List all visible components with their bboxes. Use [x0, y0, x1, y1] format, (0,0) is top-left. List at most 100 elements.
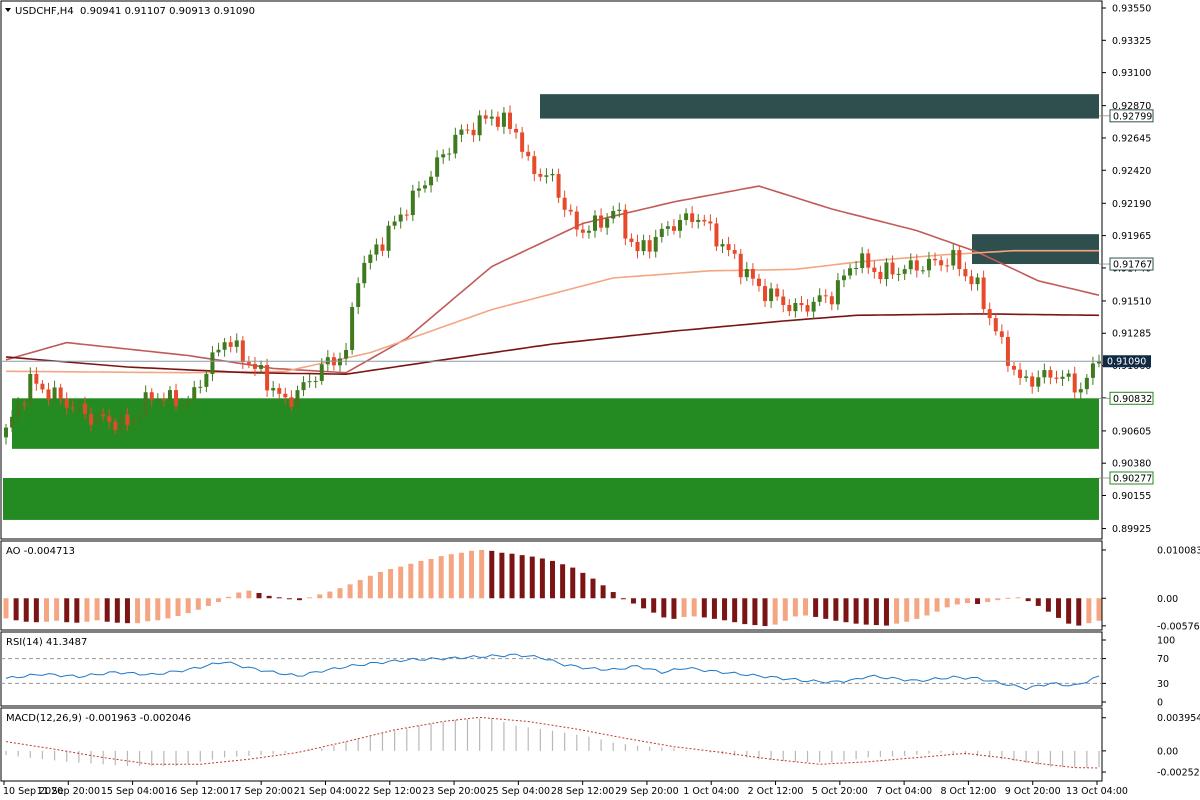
candle-body [665, 226, 670, 229]
candle-body [599, 215, 604, 228]
candle-body [34, 373, 39, 384]
candle-body [477, 115, 482, 136]
candle-body [720, 244, 725, 247]
ao-bar [1025, 598, 1031, 602]
macd-tick-label: 0.00 [1157, 746, 1178, 757]
candle-body [793, 302, 798, 312]
ao-bar [64, 598, 70, 623]
ao-bar [458, 552, 464, 599]
ao-bar [833, 598, 839, 621]
ao-bar [671, 598, 677, 619]
candle-body [653, 236, 658, 252]
candle-body [113, 421, 118, 431]
ao-bar [711, 598, 717, 619]
candle-body [902, 269, 907, 274]
price-tick-label: 0.91510 [1112, 296, 1151, 307]
ao-bar [307, 597, 313, 599]
candle-body [289, 397, 294, 407]
candle-body [344, 349, 349, 359]
ao-histogram [3, 549, 1102, 627]
price-tick-label: 0.93325 [1112, 36, 1151, 47]
candle-body [708, 221, 713, 224]
key-level-zone [12, 398, 1099, 449]
candle-body [350, 307, 355, 350]
key-level-labels: 0.92799 0.91767 0.90832 0.90277 [1099, 109, 1154, 485]
candle-body [70, 407, 75, 409]
ao-bar [975, 598, 981, 605]
candle-body [246, 362, 251, 364]
candlestick-series [4, 105, 1101, 445]
time-tick-label: 23 Sep 20:00 [422, 786, 485, 797]
ao-bar [469, 550, 475, 599]
ao-bar [195, 598, 201, 610]
candle-body [441, 154, 446, 158]
candle-body [866, 253, 871, 268]
candle-body [10, 416, 15, 428]
ao-bar [529, 556, 535, 599]
candle-body [240, 340, 245, 363]
candle-body [884, 262, 889, 280]
candle-body [1018, 369, 1023, 378]
candle-body [538, 173, 543, 177]
candle-body [1090, 363, 1095, 378]
ao-bar [964, 598, 970, 604]
candle-body [435, 157, 440, 177]
ao-bar [398, 566, 404, 599]
ao-bar [742, 598, 748, 625]
ao-bar [620, 598, 626, 600]
price-tick-label: 0.89925 [1112, 524, 1151, 535]
key-level-zone [972, 234, 1099, 265]
time-tick-label: 21 Sep 04:00 [294, 786, 357, 797]
ao-bar [23, 598, 29, 622]
candle-body [295, 390, 300, 407]
candle-body [64, 398, 69, 408]
price-tick-label: 0.90155 [1112, 491, 1151, 502]
ao-bar [590, 578, 596, 599]
candle-body [356, 283, 361, 308]
ao-bar [84, 598, 90, 622]
rsi-level-lines [1, 658, 1102, 684]
ao-bar [1045, 598, 1051, 612]
candle-body [580, 229, 585, 233]
symbol-header: USDCHF,H4 0.90941 0.91107 0.90913 0.9109… [15, 6, 255, 17]
candle-body [823, 295, 828, 297]
candle-body [46, 389, 51, 400]
ao-bar [954, 598, 960, 605]
ao-bar [94, 598, 100, 621]
macd-tick-label: 0.003954 [1157, 713, 1200, 724]
ao-bar [772, 598, 778, 625]
ao-bar [924, 598, 930, 616]
candle-body [186, 399, 191, 405]
key-level-label: 0.92799 [1113, 111, 1152, 122]
time-tick-label: 7 Oct 04:00 [876, 786, 932, 797]
rsi-tick-label: 30 [1157, 679, 1169, 690]
ao-bar [1015, 597, 1021, 599]
candle-body [465, 129, 470, 131]
ao-bar [813, 598, 819, 617]
ao-bar [216, 598, 222, 603]
candle-body [611, 210, 616, 219]
ao-bar [1066, 598, 1072, 624]
candle-body [920, 270, 925, 272]
candle-body [507, 112, 512, 129]
ao-bar [792, 598, 798, 617]
candle-body [908, 260, 913, 270]
candle-body [860, 253, 865, 268]
ao-bar [803, 598, 809, 616]
ao-bar [54, 598, 60, 621]
macd-axis: 0.003954 0.00 -0.002527 [1102, 713, 1200, 779]
candle-body [1097, 361, 1101, 364]
candle-body [878, 271, 883, 280]
candle-body [726, 244, 731, 251]
candle-body [107, 416, 112, 422]
candle-body [1066, 373, 1071, 377]
ao-bar [428, 558, 434, 599]
ao-bar [883, 598, 889, 626]
candle-body [143, 392, 148, 417]
candle-body [975, 277, 980, 285]
candle-body [58, 387, 63, 399]
candle-body [252, 363, 257, 369]
candle-body [574, 211, 579, 230]
symbol-menu-triangle-icon[interactable] [5, 8, 11, 12]
